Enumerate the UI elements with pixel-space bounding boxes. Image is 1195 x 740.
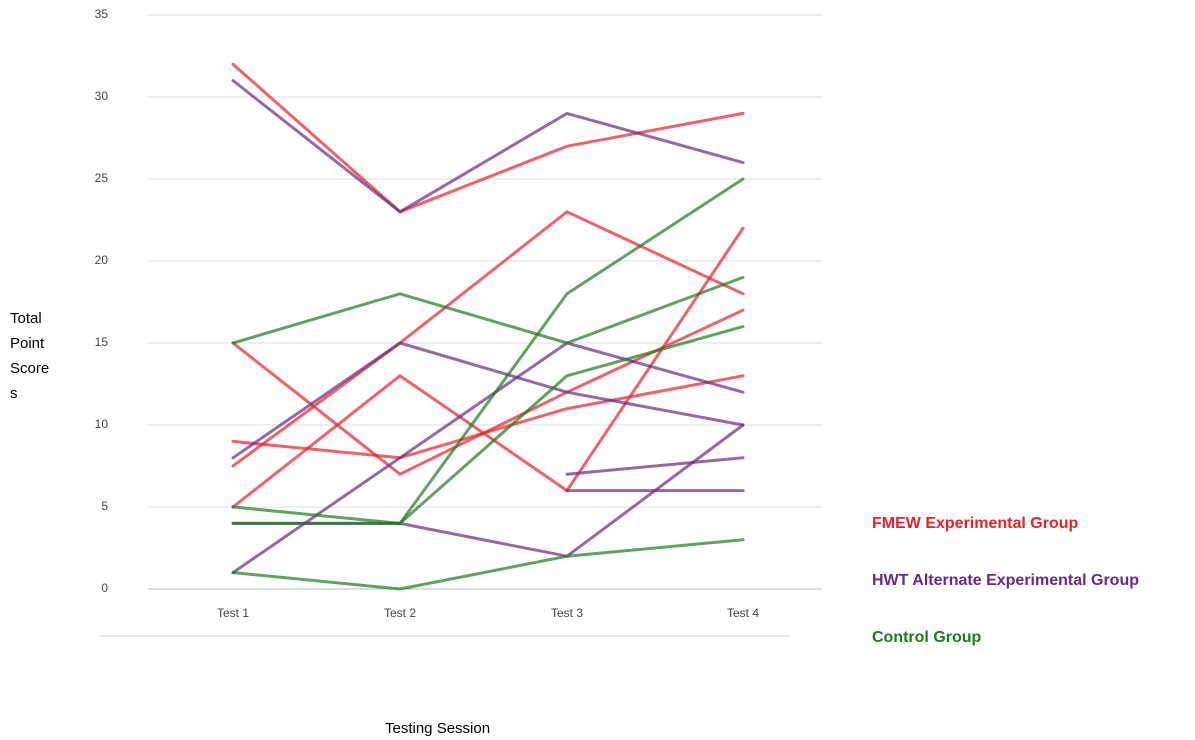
series-line xyxy=(231,341,745,575)
x-axis-label: Testing Session xyxy=(385,720,491,737)
y-tick-label: 0 xyxy=(101,581,108,595)
series-line xyxy=(231,210,745,468)
x-tick-label: Test 2 xyxy=(384,606,416,620)
x-tick-label: Test 3 xyxy=(551,606,583,620)
y-tick-label: 35 xyxy=(95,7,109,21)
series-line xyxy=(231,325,745,525)
x-tick-label: Test 1 xyxy=(217,606,249,620)
series-line xyxy=(231,341,745,460)
y-tick-label: 30 xyxy=(95,89,109,103)
y-tick-label: 5 xyxy=(101,499,108,513)
y-axis-label: Total Point Scores xyxy=(10,310,50,402)
series-line xyxy=(231,226,745,509)
series-line xyxy=(231,538,745,591)
legend-entry: FMEW Experimental Group xyxy=(872,515,1079,532)
legend-entry: HWT Alternate Experimental Group xyxy=(872,572,1139,589)
series-line xyxy=(231,275,745,345)
series-line xyxy=(565,456,745,476)
y-tick-label: 20 xyxy=(95,253,109,267)
series-line xyxy=(231,79,745,214)
y-tick-label: 25 xyxy=(95,171,109,185)
x-tick-label: Test 4 xyxy=(727,606,759,620)
y-tick-label: 10 xyxy=(95,417,109,431)
series-line xyxy=(231,177,745,525)
series-line xyxy=(231,62,745,214)
y-tick-label: 15 xyxy=(95,335,109,349)
legend-entry: Control Group xyxy=(872,629,982,646)
